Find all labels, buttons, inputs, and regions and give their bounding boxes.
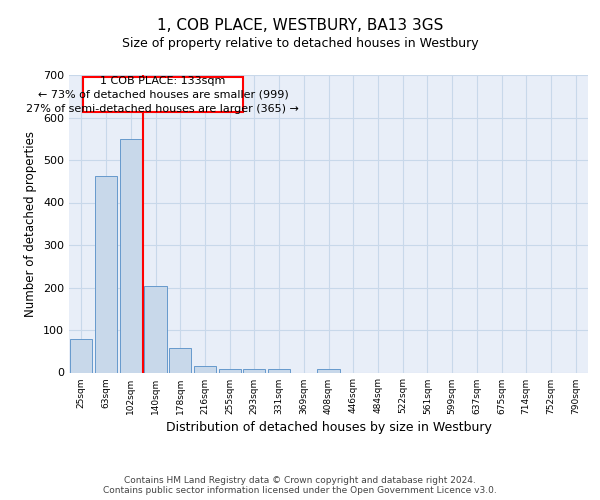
Bar — [70, 340, 92, 372]
Text: Contains HM Land Registry data © Crown copyright and database right 2024.
Contai: Contains HM Land Registry data © Crown c… — [103, 476, 497, 495]
Text: Size of property relative to detached houses in Westbury: Size of property relative to detached ho… — [122, 38, 478, 51]
Bar — [145, 286, 167, 372]
Text: 1 COB PLACE: 133sqm
← 73% of detached houses are smaller (999)
27% of semi-detac: 1 COB PLACE: 133sqm ← 73% of detached ho… — [26, 76, 299, 114]
Y-axis label: Number of detached properties: Number of detached properties — [25, 130, 37, 317]
Bar — [317, 369, 340, 372]
Bar — [243, 368, 265, 372]
Text: 1, COB PLACE, WESTBURY, BA13 3GS: 1, COB PLACE, WESTBURY, BA13 3GS — [157, 18, 443, 32]
FancyBboxPatch shape — [83, 77, 243, 112]
Bar — [169, 348, 191, 372]
Bar — [119, 138, 142, 372]
Bar — [194, 366, 216, 372]
X-axis label: Distribution of detached houses by size in Westbury: Distribution of detached houses by size … — [166, 420, 491, 434]
Bar — [218, 368, 241, 372]
Bar — [95, 176, 117, 372]
Bar — [268, 369, 290, 372]
